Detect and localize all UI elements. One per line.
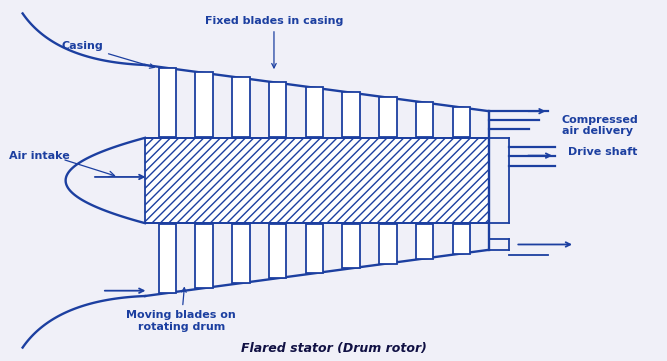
Text: Flared stator (Drum rotor): Flared stator (Drum rotor): [241, 342, 426, 355]
Text: Fixed blades in casing: Fixed blades in casing: [205, 16, 343, 68]
FancyBboxPatch shape: [342, 224, 360, 269]
Text: Moving blades on
rotating drum: Moving blades on rotating drum: [127, 288, 236, 332]
FancyBboxPatch shape: [232, 77, 249, 137]
FancyBboxPatch shape: [159, 68, 176, 137]
FancyBboxPatch shape: [232, 224, 249, 283]
FancyBboxPatch shape: [416, 102, 434, 137]
Text: Compressed
air delivery: Compressed air delivery: [562, 114, 638, 136]
FancyBboxPatch shape: [195, 224, 213, 288]
FancyBboxPatch shape: [269, 224, 286, 278]
FancyBboxPatch shape: [416, 224, 434, 258]
FancyBboxPatch shape: [342, 92, 360, 137]
Text: Air intake: Air intake: [9, 151, 70, 161]
FancyBboxPatch shape: [159, 224, 176, 293]
FancyBboxPatch shape: [453, 224, 470, 254]
FancyBboxPatch shape: [305, 87, 323, 137]
Text: Casing: Casing: [61, 41, 154, 68]
Polygon shape: [145, 138, 489, 223]
FancyBboxPatch shape: [379, 224, 397, 264]
FancyBboxPatch shape: [305, 224, 323, 273]
FancyBboxPatch shape: [453, 107, 470, 137]
Text: Drive shaft: Drive shaft: [568, 147, 638, 157]
FancyBboxPatch shape: [195, 73, 213, 137]
FancyBboxPatch shape: [379, 97, 397, 137]
FancyBboxPatch shape: [269, 82, 286, 137]
